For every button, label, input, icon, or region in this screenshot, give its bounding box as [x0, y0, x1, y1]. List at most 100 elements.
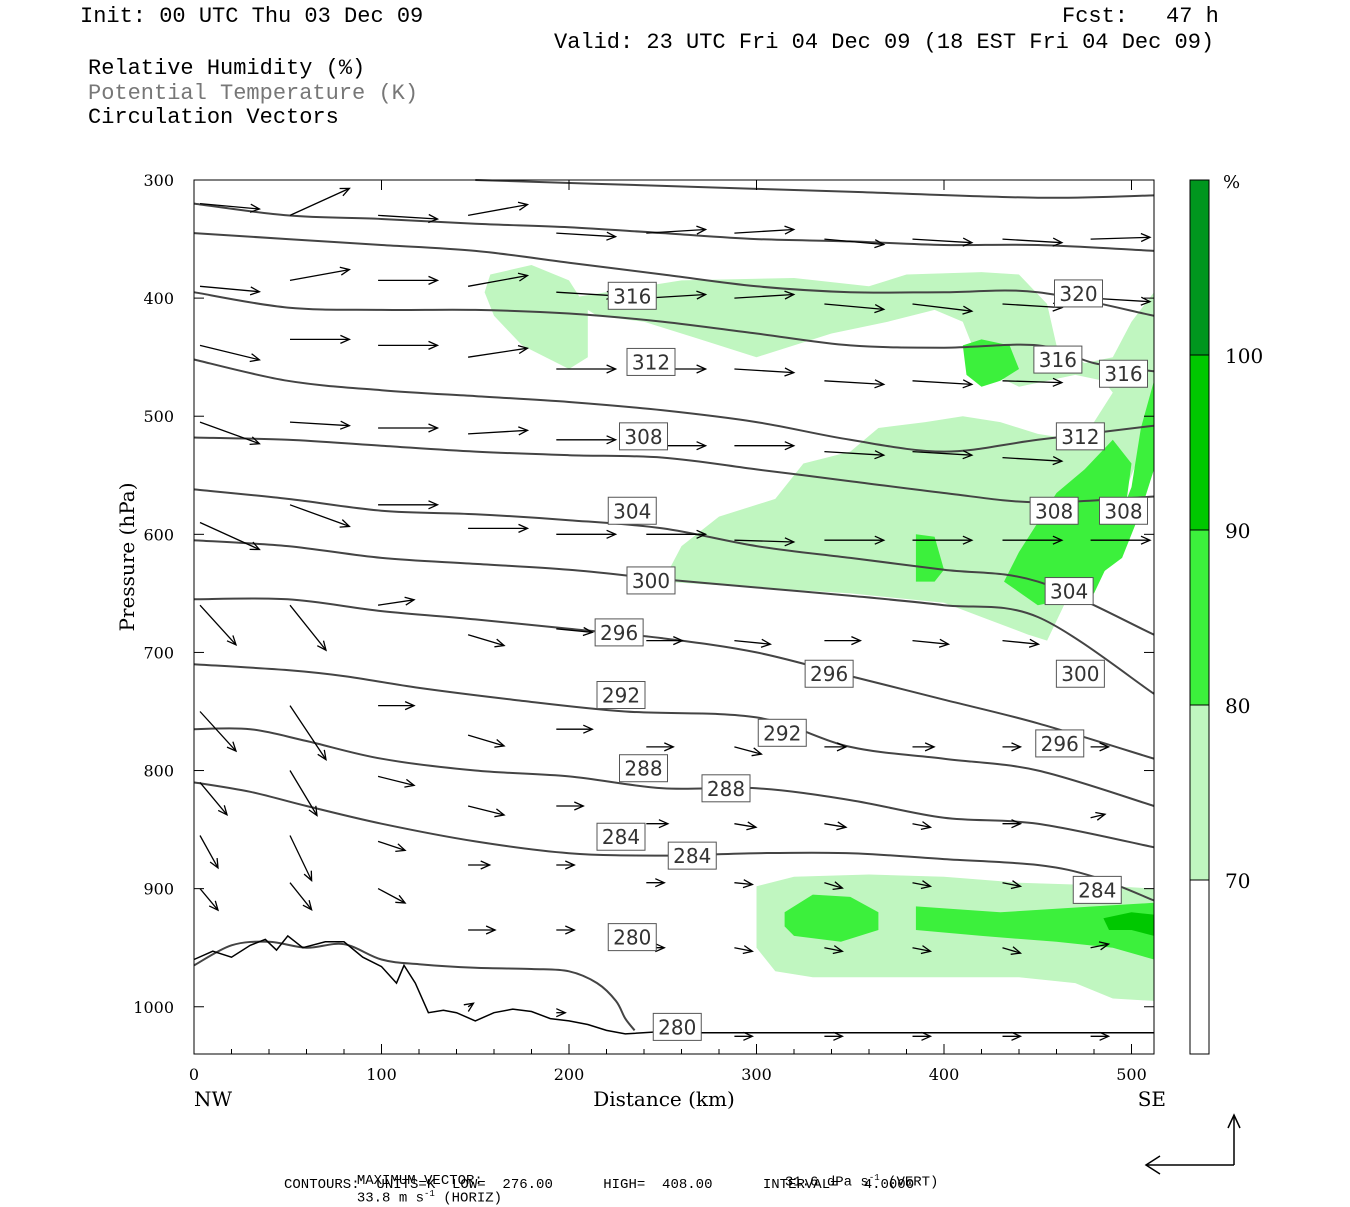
contour-label-text: 292: [602, 684, 640, 708]
circulation-vector: [824, 1031, 845, 1041]
circulation-vector: [912, 379, 974, 389]
contour-label: 308: [619, 422, 668, 451]
vector-head: [784, 290, 796, 300]
contour-labels: 316 312 308 304 300 296 292 288 284 284 280 280 296 2…: [594, 279, 1148, 1041]
contour-label-box: [1055, 659, 1105, 688]
vector-head: [339, 519, 351, 528]
vector-shaft: [824, 947, 843, 952]
circulation-vector: [824, 742, 848, 752]
circulation-vector: [468, 426, 530, 436]
circulation-vector: [912, 237, 974, 247]
circulation-vector: [646, 742, 675, 752]
circulation-vector: [734, 746, 763, 757]
y-tick-label: 900: [143, 880, 174, 899]
vector-head: [920, 945, 933, 955]
vector-head: [249, 203, 261, 213]
vector-head: [518, 523, 530, 533]
circulation-vector: [1090, 1031, 1111, 1041]
valid-time: Valid: 23 UTC Fri 04 Dec 09 (18 EST Fri …: [554, 30, 1215, 55]
vector-shaft: [289, 835, 313, 881]
vector-shaft: [289, 882, 313, 911]
vector-head: [1010, 946, 1023, 955]
colorbar-band: [1189, 529, 1210, 706]
circulation-vector: [1002, 946, 1023, 955]
reference-vector-icon: [1144, 1113, 1241, 1175]
vector-head: [784, 441, 796, 451]
vector-shaft: [556, 291, 616, 297]
contour-label-box: [667, 841, 717, 870]
contour-label: 284: [667, 841, 717, 870]
contour-label: 296: [1035, 729, 1085, 758]
colorbar-band: [1189, 879, 1210, 1055]
contour-label-text: 308: [1104, 499, 1142, 523]
y-axis-label: Pressure (hPa): [115, 483, 139, 632]
vector-head: [874, 450, 886, 460]
circulation-vector: [824, 238, 886, 249]
vector-head: [404, 778, 416, 788]
contour-label-text: 308: [1035, 499, 1073, 523]
vector-head: [751, 747, 763, 757]
vector-shaft: [199, 521, 260, 551]
vector-head: [249, 353, 261, 363]
vector-head: [517, 272, 530, 282]
contour-label-box: [619, 422, 668, 451]
vector-shaft: [734, 882, 753, 886]
circulation-vector: [463, 1002, 475, 1012]
circulation-vector: [1002, 377, 1064, 387]
axes: 0 100 200 300 400 500 300 400 500 600 700 800 900 100…: [115, 171, 1166, 1111]
circulation-vector: [377, 888, 407, 904]
contour-label-box: [652, 1012, 702, 1041]
circulation-vector: [289, 705, 327, 761]
vector-shaft: [824, 882, 843, 889]
vector-head: [517, 201, 530, 211]
contour-label: 288: [701, 774, 751, 803]
contour-label: 304: [607, 496, 657, 525]
circulation-vector: [1002, 880, 1023, 890]
y-tick-label: 400: [143, 289, 174, 308]
vector-head: [1098, 941, 1111, 951]
circulation-vector: [199, 344, 261, 363]
forecast-label: Fcst:: [1062, 4, 1129, 29]
vector-head: [874, 535, 886, 545]
circulation-vector: [199, 202, 261, 213]
vector-head: [339, 187, 351, 197]
contour-label: 296: [594, 618, 644, 647]
y-tick-label: 300: [143, 171, 174, 190]
footer-max-vector-vert: 31.6 dPa s-1 (VERT): [768, 1157, 939, 1191]
vector-head: [565, 925, 576, 935]
vector-head: [583, 724, 594, 734]
vector-head: [655, 943, 666, 953]
vector-head: [606, 529, 618, 539]
vector-head: [226, 635, 238, 646]
circulation-vector: [646, 225, 708, 235]
max-vector-vert: 31.6 dPa s: [784, 1174, 869, 1191]
contour-label-box: [804, 659, 854, 688]
theta-contour-292: [193, 663, 1155, 807]
vector-head: [924, 742, 936, 752]
plot-frame: [193, 179, 1155, 1055]
vector-head: [962, 450, 974, 460]
contour-label: 300: [626, 566, 676, 595]
circulation-vector: [734, 879, 755, 889]
circulation-vector: [467, 734, 506, 748]
circulation-vector: [1090, 232, 1152, 243]
x-tick-label: 100: [366, 1065, 397, 1084]
contour-label-text: 284: [673, 844, 711, 868]
contour-label-box: [757, 718, 807, 747]
contour-label-box: [1035, 729, 1085, 758]
vector-head: [1095, 811, 1107, 821]
vector-shaft: [468, 429, 528, 435]
contour-label-text: 300: [632, 569, 670, 593]
vector-head: [404, 596, 416, 606]
vector-head: [920, 821, 933, 831]
vector-shaft: [912, 450, 972, 456]
vector-shaft: [824, 450, 884, 456]
forecast-hours: 47 h: [1166, 4, 1219, 29]
colorbar-band: [1189, 704, 1210, 881]
circulation-vector: [289, 604, 328, 652]
circulation-vector: [734, 1031, 755, 1041]
contour-label-text: 284: [602, 825, 640, 849]
circulation-vector: [824, 821, 848, 831]
contour-label-text: 304: [1050, 580, 1088, 604]
vector-shaft: [199, 202, 260, 210]
